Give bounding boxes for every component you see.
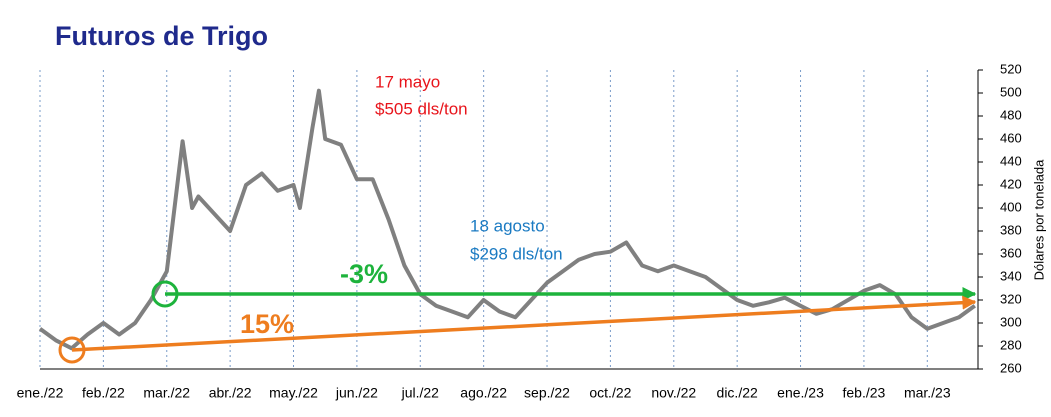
annotation: -3% [340,259,388,289]
y-tick-label: 380 [1000,222,1022,237]
x-tick-label: mar./22 [143,385,190,401]
y-tick-label: 440 [1000,153,1022,168]
x-tick-label: ene./22 [17,385,64,401]
y-tick-label: 520 [1000,61,1022,76]
y-tick-label: 300 [1000,314,1022,329]
x-tick-label: feb./22 [82,385,125,401]
y-tick-label: 320 [1000,291,1022,306]
x-tick-label: oct./22 [589,385,631,401]
annotation: $505 dls/ton [375,99,468,118]
y-tick-label: 480 [1000,107,1022,122]
circle-marker [58,336,86,364]
y-tick-label: 500 [1000,84,1022,99]
x-tick-label: abr./22 [209,385,252,401]
annotation: $298 dls/ton [470,244,563,263]
circle-marker [151,280,179,308]
x-tick-label: jun./22 [335,385,378,401]
y-axis-label: Dólares por tonelada [1031,159,1046,280]
x-tick-label: mar./23 [904,385,951,401]
x-tick-label: ene./23 [777,385,824,401]
y-tick-label: 260 [1000,360,1022,375]
x-tick-label: jul./22 [401,385,440,401]
y-tick-label: 400 [1000,199,1022,214]
x-tick-label: ago./22 [460,385,507,401]
y-tick-label: 360 [1000,245,1022,260]
y-tick-label: 420 [1000,176,1022,191]
x-tick-label: feb./23 [843,385,886,401]
chart-title: Futuros de Trigo [55,21,268,51]
annotation: 15% [240,309,294,339]
x-tick-label: dic./22 [717,385,758,401]
x-tick-label: nov./22 [651,385,696,401]
x-tick-label: sep./22 [524,385,570,401]
y-tick-label: 280 [1000,337,1022,352]
arrow-long [71,295,977,352]
x-tick-label: may./22 [269,385,318,401]
annotation: 18 agosto [470,216,545,235]
annotation: 17 mayo [375,72,440,91]
y-tick-label: 340 [1000,268,1022,283]
y-tick-label: 460 [1000,130,1022,145]
